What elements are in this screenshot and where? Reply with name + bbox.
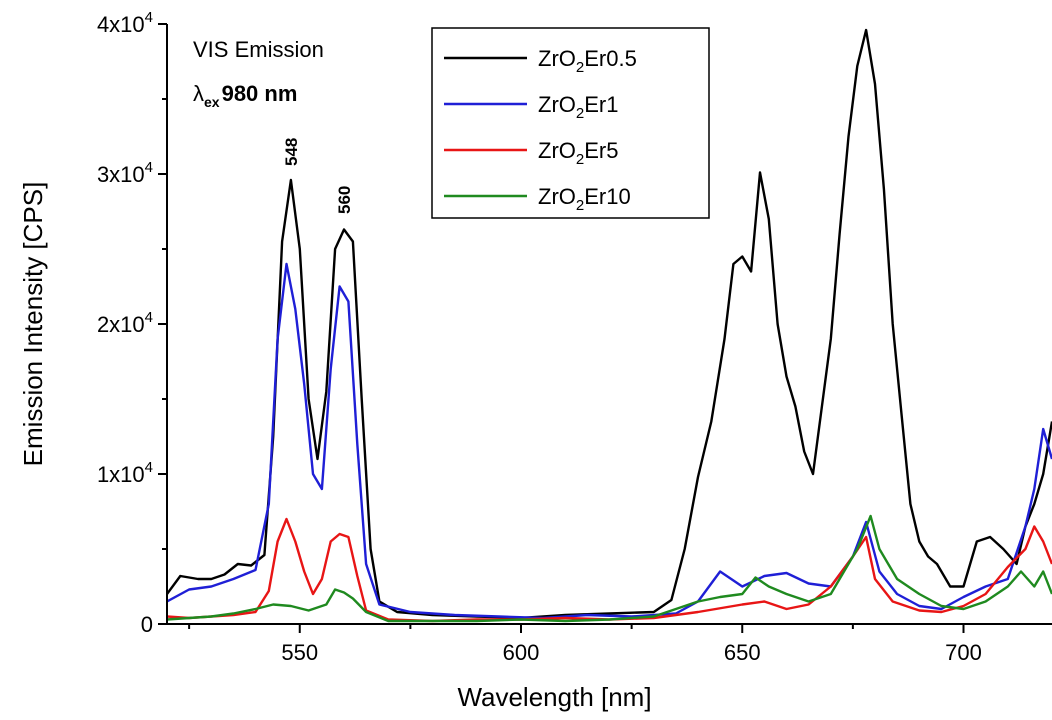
series-layer <box>167 28 1052 623</box>
series-line-er0-5 <box>167 28 1052 620</box>
y-tick-label: 0 <box>141 612 153 637</box>
series-line-er1 <box>167 262 1052 620</box>
x-tick-label: 650 <box>724 640 761 665</box>
legend-label: ZrO2Er0.5 <box>538 46 637 76</box>
legend-box <box>431 27 710 219</box>
y-tick-label: 1x104 <box>97 459 153 487</box>
series-line-er10 <box>167 514 1052 623</box>
excitation-label: λex980 nm <box>193 81 297 110</box>
peak-label-548: 548 <box>282 138 301 166</box>
y-tick-label: 4x104 <box>97 9 153 37</box>
legend-label: ZrO2Er1 <box>538 92 618 122</box>
series-line-er5 <box>167 517 1052 623</box>
x-tick-label: 550 <box>281 640 318 665</box>
x-tick-label: 600 <box>503 640 540 665</box>
panel-title: VIS Emission <box>193 37 324 62</box>
legend: ZrO2Er0.5 ZrO2Er1 ZrO2Er5 ZrO2Er10 <box>431 27 710 219</box>
axes-layer <box>158 23 1052 633</box>
y-tick-label: 3x104 <box>97 159 153 187</box>
y-axis-title: Emission Intensity [CPS] <box>18 182 48 467</box>
peak-label-560: 560 <box>335 186 354 214</box>
x-tick-label: 700 <box>945 640 982 665</box>
text-layer: 550 600 650 700 0 1x104 2x104 3x104 4x104 Wavelen… <box>18 9 982 712</box>
x-axis-title: Wavelength [nm] <box>457 682 651 712</box>
legend-label: ZrO2Er5 <box>538 138 618 168</box>
legend-label: ZrO2Er10 <box>538 184 631 214</box>
y-tick-label: 2x104 <box>97 309 153 337</box>
